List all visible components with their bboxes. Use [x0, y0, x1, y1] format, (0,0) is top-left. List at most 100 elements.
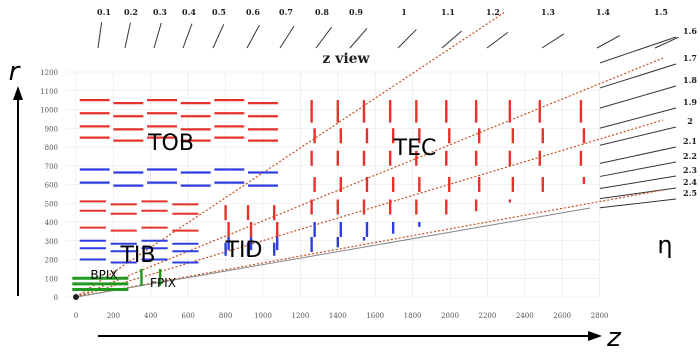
r-tick-label: 100 [45, 275, 58, 283]
eta-right-tick-label: 2.4 [683, 177, 697, 187]
eta-direction-line-top [397, 29, 417, 49]
tec-label: TEC [393, 136, 437, 161]
eta-direction-line-right [599, 161, 677, 177]
tid-label: TID [225, 238, 263, 263]
z-tick-label: 2000 [441, 312, 459, 320]
eta-right-tick-label: 2.3 [683, 165, 697, 175]
r-tick-label: 700 [45, 163, 58, 171]
z-tick-label: 600 [182, 312, 195, 320]
plot-grid [66, 71, 600, 298]
tid-modules [224, 205, 279, 256]
eta-top-tick-label: 1.4 [596, 7, 610, 17]
r-tick-label: 900 [45, 125, 58, 133]
r-tick-label: 200 [45, 257, 58, 265]
r-axis-label: r [9, 57, 22, 87]
eta-top-tick-label: 0.9 [349, 7, 363, 17]
eta-direction-line-top [279, 25, 295, 49]
eta-top-tick-label: 0.6 [246, 7, 260, 17]
eta-direction-line-right [599, 198, 677, 209]
eta-direction-line-top [596, 35, 621, 49]
r-tick-label: 400 [45, 219, 58, 227]
eta-lines [97, 22, 679, 209]
pixel-modules [72, 268, 162, 291]
tob-modules [79, 99, 278, 187]
eta-right-labels: 1.6 1.7 1.8 1.9 2 2.1 2.2 2.3 2.42.5 [683, 26, 697, 198]
eta-direction-line-right [599, 36, 677, 64]
tec-modules [310, 100, 586, 252]
eta-direction-line-right [599, 107, 677, 129]
eta-direction-line-top [349, 27, 368, 49]
eta-top-tick-label: 1.3 [541, 7, 555, 17]
eta-direction-line-right [599, 85, 677, 109]
eta-right-tick-label: 1.9 [683, 97, 697, 107]
eta-direction-line-top [541, 33, 565, 49]
fpix-label: FPIX [150, 276, 176, 290]
eta-right-tick-label: 1.6 [683, 26, 697, 36]
eta-top-tick-label: 0.3 [153, 7, 167, 17]
eta-top-tick-label: 1.5 [654, 7, 668, 17]
eta-direction-line-right [599, 146, 677, 164]
r-tick-label: 1200 [40, 69, 58, 77]
r-axis-ticks: 0 100 200 300 400 500 600 700 800 900 1000 1100 1200 [40, 69, 58, 302]
z-tick-label: 1800 [404, 312, 422, 320]
eta-label: η [657, 231, 672, 259]
eta-top-tick-label: 0.5 [212, 7, 226, 17]
eta-direction-line-top [246, 24, 260, 49]
z-tick-label: 800 [219, 312, 232, 320]
eta-top-tick-label: 1.1 [441, 7, 455, 17]
z-axis-ticks: 0 200 400 600 800 1000 1200 1400 1600 1800 2000 220… [74, 312, 609, 320]
eta-top-labels: 0.1 0.2 0.3 0.4 0.5 0.6 0.7 0.8 0.9 1 1.1 1.2 1.3 1.4… [97, 7, 668, 17]
eta-right-tick-label: 1.8 [683, 75, 697, 85]
eta-direction-line-top [182, 23, 193, 49]
z-tick-label: 1400 [329, 312, 347, 320]
eta-right-tick-label: 1.7 [683, 53, 697, 63]
r-tick-label: 1000 [40, 107, 58, 115]
eta-solid-line [75, 207, 591, 298]
eta-direction-line-top [153, 22, 162, 49]
r-tick-label: 300 [45, 238, 58, 246]
z-tick-label: 1000 [254, 312, 272, 320]
eta-direction-line-top [486, 31, 509, 49]
eta-top-tick-label: 0.4 [182, 7, 196, 17]
r-tick-label: 0 [54, 294, 58, 302]
eta-top-tick-label: 0.8 [315, 7, 329, 17]
tib-modules [79, 200, 199, 264]
eta-dotted-lines [75, 11, 664, 298]
r-tick-label: 1100 [40, 88, 58, 96]
eta-direction-line-right [599, 175, 677, 190]
r-axis-arrowhead [13, 86, 23, 100]
eta-direction-line-right [599, 187, 677, 200]
z-axis-label: z [606, 323, 622, 353]
z-tick-label: 2800 [591, 312, 609, 320]
eta-dotted-line [75, 11, 506, 298]
eta-direction-line-top [212, 24, 225, 49]
z-tick-label: 200 [107, 312, 120, 320]
z-tick-label: 2200 [478, 312, 496, 320]
eta-top-tick-label: 1 [401, 7, 407, 17]
eta-direction-line-right [599, 63, 677, 89]
eta-right-tick-label: 2.2 [683, 151, 697, 161]
eta-dotted-line [75, 57, 664, 298]
z-tick-label: 400 [144, 312, 157, 320]
eta-direction-line-top [654, 36, 679, 49]
eta-direction-line-right [599, 126, 677, 146]
eta-direction-line-top [315, 26, 332, 49]
eta-top-tick-label: 0.2 [124, 7, 138, 17]
z-tick-label: 1600 [366, 312, 384, 320]
z-tick-label: 1200 [291, 312, 309, 320]
r-tick-label: 800 [45, 144, 58, 152]
eta-right-tick-label: 2.5 [683, 188, 697, 198]
eta-right-tick-label: 2.1 [683, 136, 697, 146]
diagram-title: z view [322, 51, 370, 67]
eta-right-tick-label: 2 [687, 116, 693, 126]
eta-top-tick-label: 0.7 [279, 7, 293, 17]
bpix-label: BPIX [90, 268, 117, 282]
eta-direction-line-top [124, 22, 131, 49]
z-tick-label: 0 [74, 312, 78, 320]
interaction-point [73, 294, 79, 300]
eta-dotted-line [75, 189, 664, 298]
eta-top-tick-label: 0.1 [97, 7, 111, 17]
z-tick-label: 2600 [553, 312, 571, 320]
eta-direction-line-top [441, 30, 462, 49]
